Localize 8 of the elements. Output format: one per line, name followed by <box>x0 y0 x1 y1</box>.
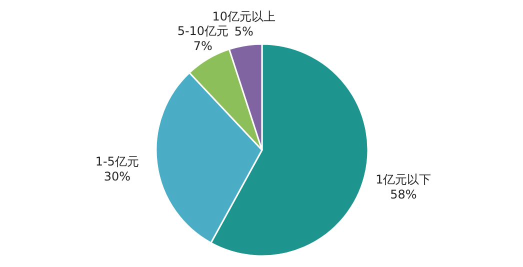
slice-label: 10亿元以上 <box>212 9 276 24</box>
data-label: 30% <box>104 169 130 184</box>
data-label: 58% <box>390 187 417 202</box>
data-label: 7% <box>193 39 212 54</box>
slice-label: 1-5亿元 <box>95 154 139 168</box>
slice-label: 1亿元以下 <box>376 172 432 186</box>
data-label: 5% <box>234 24 254 38</box>
slice-label: 5-10亿元 <box>177 24 229 38</box>
